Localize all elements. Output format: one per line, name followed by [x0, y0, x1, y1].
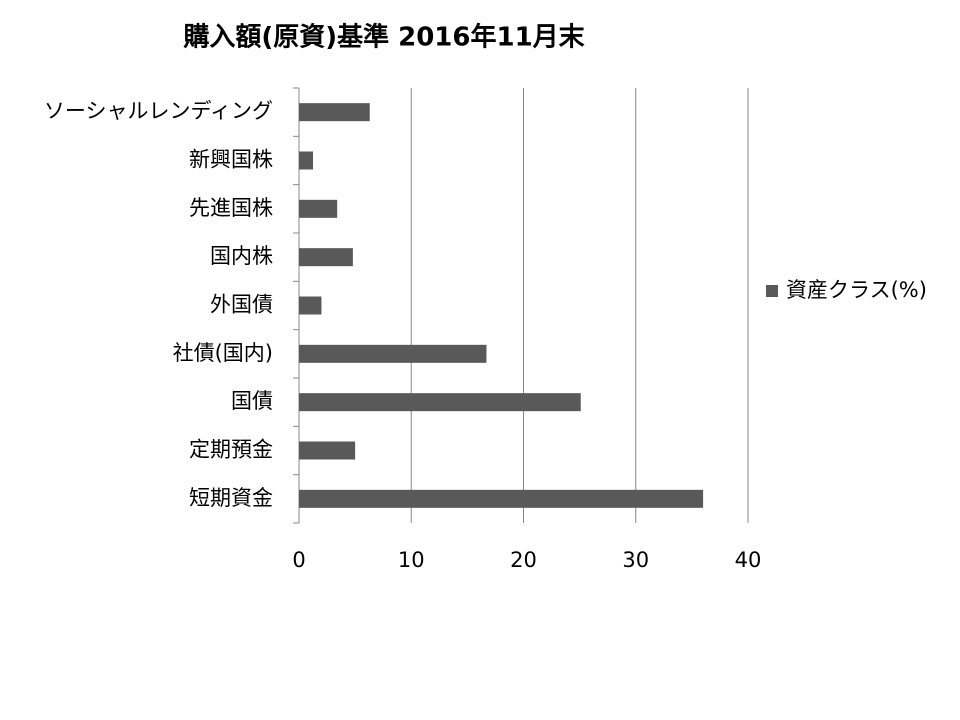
- legend-swatch: [766, 285, 778, 297]
- y-tick-label: 外国債: [210, 293, 273, 317]
- y-tick-label: 定期預金: [189, 438, 273, 462]
- bar: [299, 344, 487, 363]
- y-tick-label: ソーシャルレンディング: [44, 99, 273, 123]
- x-tick-label: 30: [622, 548, 649, 572]
- bar: [299, 393, 581, 412]
- bar: [299, 199, 338, 218]
- bar: [299, 296, 322, 315]
- bar: [299, 103, 370, 122]
- y-tick-label: 社債(国内): [173, 341, 273, 365]
- bar: [299, 441, 356, 460]
- x-tick-label: 40: [735, 548, 762, 572]
- legend-label: 資産クラス(%): [786, 278, 927, 302]
- y-tick-label: 先進国株: [189, 196, 273, 220]
- x-tick-label: 10: [398, 548, 425, 572]
- bar: [299, 248, 353, 267]
- chart-title: 購入額(原資)基準 2016年11月末: [183, 22, 585, 53]
- y-tick-label: 短期資金: [189, 486, 273, 510]
- bar: [299, 151, 314, 170]
- bar: [299, 489, 704, 508]
- y-tick-label: 国内株: [210, 244, 273, 268]
- x-tick-label: 0: [292, 548, 305, 572]
- x-tick-label: 20: [510, 548, 537, 572]
- y-tick-label: 国債: [231, 389, 273, 413]
- y-tick-label: 新興国株: [189, 148, 273, 172]
